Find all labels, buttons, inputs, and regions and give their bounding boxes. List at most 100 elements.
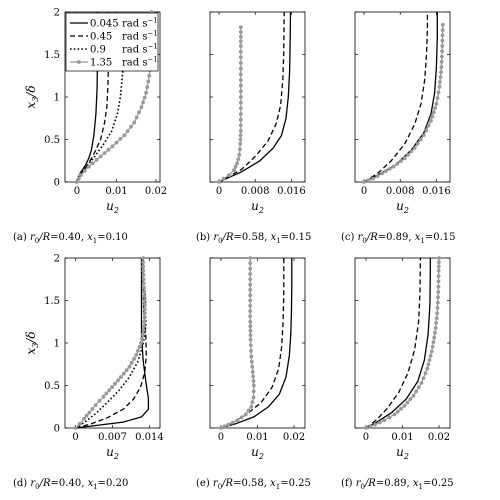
data-point: [366, 178, 371, 183]
panel-caption: (f) r0/R=0.89, x1=0.25: [341, 478, 454, 491]
data-point: [387, 415, 392, 420]
data-point: [368, 424, 373, 429]
data-point: [246, 408, 251, 413]
y-tick-label: 1.5: [44, 296, 60, 307]
x-axis-label: u2: [251, 445, 264, 461]
data-point: [235, 418, 240, 423]
data-point: [140, 332, 145, 337]
data-point: [238, 117, 243, 122]
x-axis-label: u2: [396, 445, 409, 461]
data-point: [238, 25, 243, 30]
data-point: [145, 85, 150, 89]
data-point: [439, 60, 444, 64]
data-point: [248, 309, 253, 313]
data-point: [243, 412, 248, 417]
data-point: [435, 300, 440, 305]
data-point: [140, 336, 144, 341]
data-point: [116, 378, 120, 383]
data-point: [362, 180, 366, 184]
data-point: [438, 75, 443, 79]
data-point: [107, 388, 112, 393]
legend-unit: rad s−1: [122, 17, 158, 30]
y-tick-label: 2: [54, 254, 60, 265]
data-point: [440, 54, 444, 59]
data-point: [406, 152, 410, 157]
legend-marker: [77, 60, 81, 64]
data-point: [249, 404, 254, 409]
series-marker: [75, 258, 146, 429]
data-point: [141, 328, 146, 333]
data-point: [424, 128, 429, 133]
data-point: [371, 176, 375, 181]
series-solid: [220, 258, 293, 429]
y-tick-label: 1: [54, 339, 60, 350]
legend-label: 0.45: [90, 32, 112, 43]
data-point: [395, 162, 400, 166]
data-point: [251, 383, 256, 388]
y-tick-label: 0.5: [44, 381, 60, 392]
data-point: [387, 167, 392, 171]
data-point: [238, 147, 242, 152]
data-point: [248, 319, 253, 324]
legend-unit: rad s−1: [122, 43, 158, 56]
data-point: [392, 412, 397, 417]
data-point: [248, 298, 253, 303]
data-point: [238, 141, 243, 146]
data-point: [238, 49, 243, 54]
panel-5: 0 0.01 0.02 u2 (f) r0/R=0.89, x1=0.25: [341, 256, 454, 491]
data-point: [249, 354, 254, 359]
x-tick-label: 0: [218, 432, 224, 443]
data-point: [395, 409, 400, 414]
data-point: [248, 343, 253, 348]
data-point: [435, 311, 440, 316]
data-point: [139, 105, 144, 110]
x-tick-label: 0: [74, 186, 80, 197]
data-point: [433, 106, 437, 110]
panel-caption: (a) r0/R=0.40, x1=0.10: [13, 232, 128, 245]
data-point: [226, 422, 231, 427]
data-point: [125, 129, 130, 133]
data-point: [248, 333, 253, 337]
data-point: [139, 341, 143, 345]
x-tick-label: 0: [363, 432, 369, 443]
data-point: [121, 371, 126, 376]
y-tick-label: 0.5: [44, 135, 60, 146]
data-point: [87, 410, 92, 415]
legend: 0.045 rad s−10.45 rad s−10.9 rad s−11.35 rad…: [65, 12, 159, 72]
data-point: [142, 319, 147, 324]
data-point: [141, 277, 146, 282]
data-point: [248, 293, 253, 298]
data-point: [377, 420, 382, 425]
data-point: [142, 302, 147, 307]
data-point: [438, 80, 442, 84]
data-point: [434, 101, 439, 106]
panel-caption: (b) r0/R=0.58, x1=0.15: [196, 232, 311, 245]
data-point: [433, 330, 437, 335]
data-point: [391, 164, 396, 169]
data-point: [221, 176, 226, 181]
data-point: [232, 168, 236, 173]
data-point: [238, 78, 243, 82]
legend-label: 0.9: [90, 45, 106, 56]
data-point: [440, 38, 445, 43]
data-point: [399, 159, 403, 163]
series-solid: [75, 258, 150, 429]
data-point: [104, 391, 109, 396]
data-point: [251, 374, 256, 379]
panel-caption: (d) r0/R=0.40, x1=0.20: [13, 478, 128, 491]
data-point: [98, 154, 103, 159]
data-point: [251, 389, 256, 394]
data-point: [238, 66, 243, 71]
data-point: [421, 133, 426, 138]
series-dotted: [75, 257, 147, 429]
series-solid: [218, 11, 292, 183]
data-point: [251, 395, 256, 400]
data-point: [114, 140, 119, 145]
data-point: [238, 133, 243, 138]
legend-label: 0.045: [90, 19, 119, 30]
data-point: [382, 418, 387, 423]
data-point: [238, 61, 243, 65]
data-point: [436, 264, 441, 269]
data-point: [118, 137, 123, 141]
